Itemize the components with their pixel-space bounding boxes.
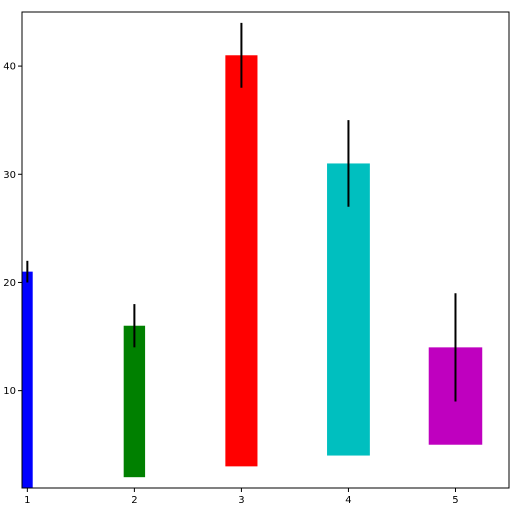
- x-tick-label: 3: [238, 495, 244, 506]
- y-tick-label: 40: [3, 62, 16, 73]
- x-tick-label: 5: [452, 495, 458, 506]
- bar-3: [225, 55, 258, 467]
- y-tick-label: 20: [3, 278, 16, 289]
- y-tick-label: 30: [3, 170, 16, 181]
- x-tick-label: 1: [24, 495, 30, 506]
- plot-frame: [21, 11, 510, 489]
- y-axis: 10 20 30 40: [3, 62, 22, 397]
- x-tick-label: 2: [131, 495, 137, 506]
- bar-1: [22, 271, 33, 488]
- x-axis: 1 2 3 4 5: [24, 488, 459, 506]
- bar-4: [327, 163, 370, 456]
- error-bars-group: [26, 22, 457, 402]
- x-tick-label: 4: [345, 495, 351, 506]
- y-tick-label: 10: [3, 386, 16, 397]
- bars-group: [22, 55, 483, 488]
- bar-2: [123, 325, 146, 478]
